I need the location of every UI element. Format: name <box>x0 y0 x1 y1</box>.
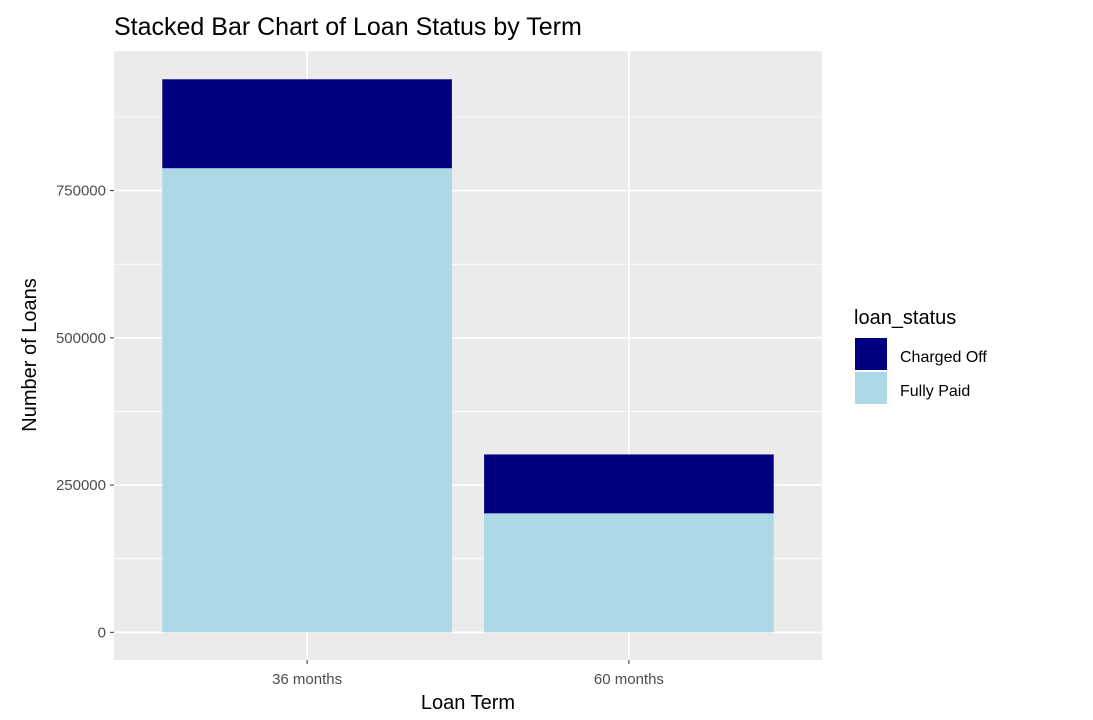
x-axis: 36 months 60 months <box>272 660 664 688</box>
legend-swatch-charged-off <box>855 338 887 370</box>
legend-swatch-fully-paid <box>855 372 887 404</box>
bar-charged-off <box>162 79 452 169</box>
legend: loan_status Charged Off Fully Paid <box>854 307 987 404</box>
y-tick-label: 500000 <box>56 330 106 347</box>
chart-title: Stacked Bar Chart of Loan Status by Term <box>114 13 582 41</box>
y-axis: 0 250000 500000 750000 <box>56 183 114 641</box>
legend-label-fully-paid: Fully Paid <box>900 383 970 400</box>
x-tick-label: 60 months <box>594 671 664 688</box>
legend-title: loan_status <box>854 307 956 329</box>
y-tick-label: 0 <box>98 624 106 641</box>
bar-fully-paid <box>484 513 774 633</box>
y-tick-label: 750000 <box>56 183 106 200</box>
y-axis-title: Number of Loans <box>19 278 41 431</box>
bar-layer <box>162 79 774 633</box>
x-axis-title: Loan Term <box>421 692 515 714</box>
y-tick-label: 250000 <box>56 477 106 494</box>
x-tick-label: 36 months <box>272 671 342 688</box>
legend-label-charged-off: Charged Off <box>900 349 987 366</box>
bar-fully-paid <box>162 168 452 633</box>
bar-charged-off <box>484 454 774 514</box>
